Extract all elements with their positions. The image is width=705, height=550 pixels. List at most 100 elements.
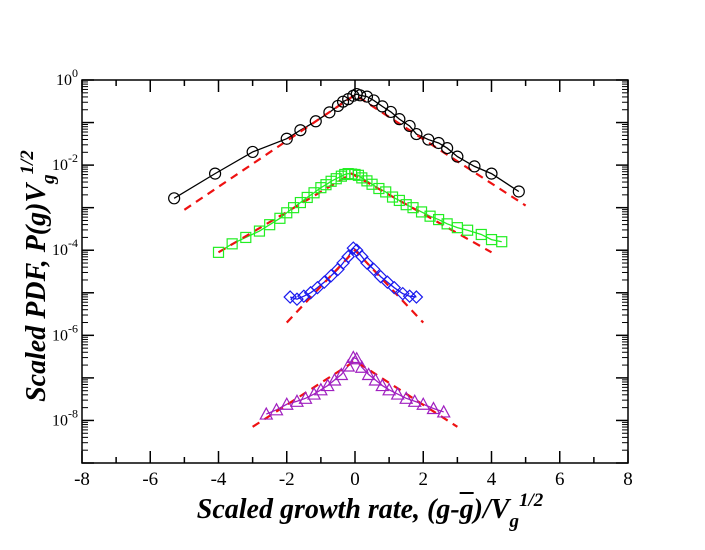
series-1-point — [323, 106, 336, 119]
series-4-fit-line — [252, 359, 458, 428]
series-1-point — [441, 141, 454, 155]
series-4-point — [269, 402, 284, 416]
y-tick-label: 10-6 — [52, 321, 78, 344]
series-4-point — [361, 367, 376, 381]
series-3-point — [387, 280, 402, 295]
series-2-fit-line — [217, 172, 493, 254]
series-1-point — [246, 145, 259, 159]
series-4-point — [259, 406, 274, 420]
series-2-point — [264, 219, 276, 231]
series-4-point — [313, 382, 328, 396]
series-2-point — [240, 231, 252, 244]
series-1-fit-line — [183, 93, 527, 211]
series-3-point — [290, 292, 304, 307]
series-3-point — [409, 290, 424, 304]
series-1-point — [280, 132, 293, 145]
series-2-point — [415, 206, 428, 218]
y-tick-label: 100 — [56, 66, 78, 89]
x-tick-label: -4 — [211, 469, 227, 490]
series-4-point — [289, 394, 304, 407]
series-4-point — [334, 367, 349, 381]
series-4-point — [407, 394, 422, 407]
series-3-point — [380, 275, 395, 289]
series-4-point — [416, 397, 431, 410]
series-3-point — [324, 268, 338, 283]
series-1-point — [309, 115, 322, 128]
series-4-point — [368, 372, 383, 386]
series-1-point — [393, 113, 406, 126]
series-4-point — [346, 350, 361, 364]
series-1-point — [403, 119, 416, 133]
series-1-point — [485, 167, 498, 180]
series-4-point — [354, 359, 369, 373]
series-1-point — [294, 124, 307, 137]
series-2-point — [393, 194, 405, 207]
y-axis-title-sup: 1/2 — [17, 150, 38, 175]
x-axis-title: Scaled growth rate, (g-g)/Vg1/2 — [120, 490, 620, 538]
series-4-line — [266, 356, 444, 415]
x-tick-label: 4 — [487, 469, 497, 490]
series-2-point — [462, 224, 474, 236]
series-2-point — [433, 213, 445, 226]
series-2-point — [226, 238, 238, 250]
series-3-fit-line — [285, 248, 425, 324]
series-3-point — [366, 262, 381, 277]
series-3-point — [296, 289, 311, 304]
x-axis-title-sup: 1/2 — [518, 490, 544, 511]
series-1-point — [360, 90, 374, 103]
series-2-point — [386, 191, 399, 203]
y-tick-label: 10-2 — [52, 151, 78, 174]
series-3-point — [360, 256, 374, 270]
series-4-point — [436, 404, 451, 418]
series-3-point — [346, 241, 361, 255]
y-axis-title-sub: g — [38, 174, 59, 184]
series-3-point — [283, 290, 298, 304]
x-tick-label: 2 — [419, 469, 429, 490]
series-1-point — [512, 185, 525, 198]
series-4-point — [399, 391, 414, 404]
y-axis-title: Scaled PDF, P(g)Vg1/2 — [17, 76, 59, 476]
series-4-point — [375, 378, 390, 392]
series-1-point — [354, 89, 367, 102]
x-axis-title-tail: )/V — [473, 494, 510, 525]
series-2-point — [253, 225, 266, 237]
y-tick-label: 10-8 — [52, 406, 78, 429]
series-1-point — [468, 160, 481, 173]
x-tick-label: 0 — [350, 469, 360, 490]
series-1-point — [208, 167, 222, 180]
series-2-line — [218, 172, 502, 253]
x-tick-label: 8 — [623, 469, 633, 490]
series-2-point — [212, 246, 225, 258]
x-axis-title-bar: g — [459, 494, 474, 525]
series-3-point — [341, 249, 356, 264]
x-tick-label: -8 — [74, 469, 90, 490]
series-3-point — [373, 269, 388, 284]
x-tick-label: 6 — [555, 469, 565, 490]
series-2-point — [424, 210, 436, 222]
series-1-point — [384, 105, 397, 119]
x-tick-label: -2 — [279, 469, 295, 490]
series-4-point — [390, 386, 405, 400]
series-2-point — [366, 178, 378, 190]
y-axis-title-main: Scaled PDF, P(g)V — [21, 183, 52, 402]
series-2-point — [349, 168, 361, 181]
x-tick-label: -6 — [142, 469, 158, 490]
y-tick-label: 10-4 — [52, 236, 78, 259]
series-2-point — [407, 202, 419, 214]
series-3-point — [317, 275, 332, 289]
series-4-point — [341, 358, 356, 372]
series-3-point — [395, 286, 410, 301]
series-2-point — [373, 182, 385, 195]
series-1-point — [451, 150, 464, 163]
series-2-point — [496, 236, 508, 248]
series-4-point — [426, 401, 441, 415]
series-1-point — [376, 100, 389, 113]
series-1-point — [168, 192, 181, 205]
series-1-point — [410, 127, 423, 141]
series-4-point — [349, 351, 364, 365]
plot-frame — [81, 79, 629, 464]
x-axis-title-sub: g — [509, 511, 519, 532]
series-1-point — [367, 94, 380, 107]
series-4-point — [307, 386, 322, 400]
